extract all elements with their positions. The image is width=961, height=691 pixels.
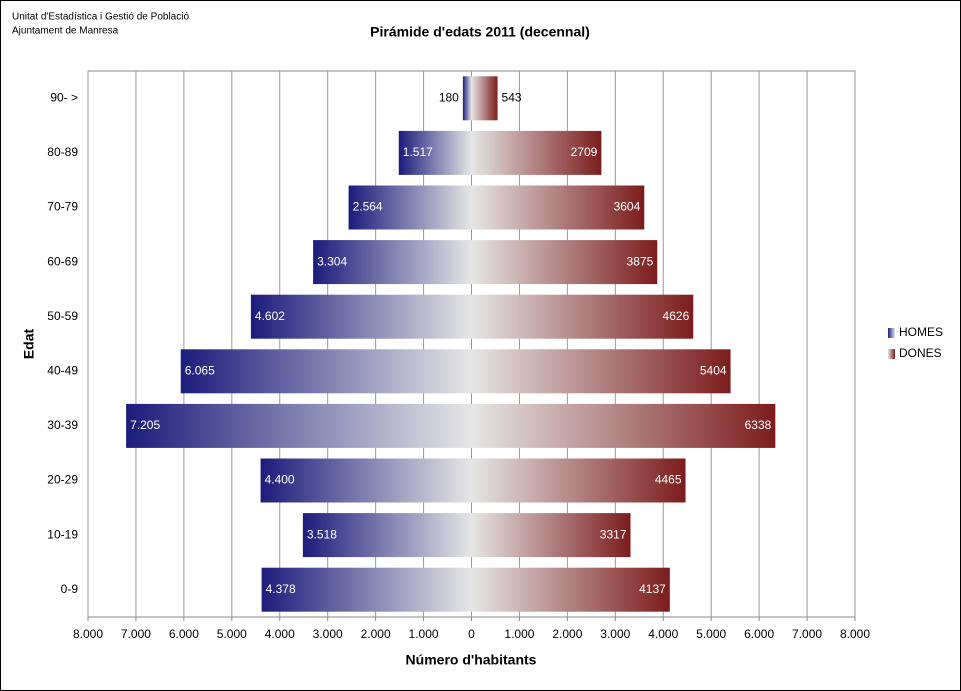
x-tick-label: 2.000 <box>552 627 582 641</box>
value-label: 3.304 <box>317 254 347 268</box>
y-tick-label: 70-79 <box>47 200 78 214</box>
bar <box>462 76 472 121</box>
value-label: 543 <box>502 90 522 104</box>
value-label: 3875 <box>627 254 654 268</box>
bar <box>471 567 670 612</box>
bar <box>471 349 731 394</box>
x-tick-label: 8.000 <box>840 627 870 641</box>
bar <box>471 403 776 448</box>
source-line: Ajuntament de Manresa <box>12 26 119 37</box>
source-line: Unitat d'Estadística i Gestió de Poblaci… <box>12 12 189 23</box>
value-label: 180 <box>439 90 459 104</box>
x-tick-label: 2.000 <box>361 627 391 641</box>
bar <box>471 294 694 339</box>
y-tick-label: 50-59 <box>47 309 78 323</box>
legend-swatch <box>888 328 895 338</box>
chart-title: Pirámide d'edats 2011 (decennal) <box>370 24 590 40</box>
bar <box>302 513 472 558</box>
value-label: 4.378 <box>266 582 296 596</box>
x-tick-label: 8.000 <box>73 627 103 641</box>
value-label: 1.517 <box>403 145 433 159</box>
y-tick-label: 30-39 <box>47 418 78 432</box>
value-label: 6338 <box>745 418 772 432</box>
bar <box>471 513 631 558</box>
x-tick-label: 5.000 <box>696 627 726 641</box>
value-label: 2709 <box>571 145 598 159</box>
value-label: 5404 <box>700 363 727 377</box>
y-tick-label: 10-19 <box>47 527 78 541</box>
x-tick-label: 1.000 <box>504 627 534 641</box>
x-tick-label: 5.000 <box>217 627 247 641</box>
x-tick-label: 7.000 <box>792 627 822 641</box>
bar <box>261 567 472 612</box>
x-tick-label: 3.000 <box>313 627 343 641</box>
y-tick-label: 40-49 <box>47 363 78 377</box>
value-label: 3604 <box>614 200 641 214</box>
x-axis-label: Número d'habitants <box>406 652 537 668</box>
value-label: 7.205 <box>130 418 160 432</box>
x-tick-label: 4.000 <box>265 627 295 641</box>
y-tick-label: 60-69 <box>47 254 78 268</box>
value-label: 4.602 <box>255 309 285 323</box>
value-label: 4.400 <box>265 473 295 487</box>
bar <box>250 294 472 339</box>
bar <box>260 458 472 503</box>
bar <box>126 403 472 448</box>
bar <box>180 349 472 394</box>
x-tick-label: 6.000 <box>169 627 199 641</box>
bar <box>398 130 472 175</box>
bar <box>471 185 645 230</box>
bar <box>471 76 498 121</box>
legend-swatch <box>888 349 895 359</box>
x-tick-label: 6.000 <box>744 627 774 641</box>
bar <box>313 240 472 285</box>
y-tick-label: 80-89 <box>47 145 78 159</box>
bar <box>471 240 658 285</box>
value-label: 6.065 <box>185 363 215 377</box>
value-label: 4465 <box>655 473 682 487</box>
value-label: 2.564 <box>353 200 383 214</box>
y-axis-label: Edat <box>21 328 37 359</box>
value-label: 4137 <box>639 582 666 596</box>
x-tick-label: 0 <box>468 627 475 641</box>
x-tick-label: 7.000 <box>121 627 151 641</box>
y-tick-label: 0-9 <box>61 582 79 596</box>
value-label: 3.518 <box>307 527 337 541</box>
x-tick-label: 4.000 <box>648 627 678 641</box>
legend-label: HOMES <box>899 325 943 339</box>
y-tick-label: 20-29 <box>47 473 78 487</box>
x-tick-label: 1.000 <box>409 627 439 641</box>
bar <box>348 185 472 230</box>
bar <box>471 458 686 503</box>
value-label: 4626 <box>663 309 690 323</box>
bar <box>471 130 602 175</box>
x-tick-label: 3.000 <box>600 627 630 641</box>
y-tick-label: 90- > <box>50 90 78 104</box>
value-label: 3317 <box>600 527 627 541</box>
legend-label: DONES <box>899 346 942 360</box>
